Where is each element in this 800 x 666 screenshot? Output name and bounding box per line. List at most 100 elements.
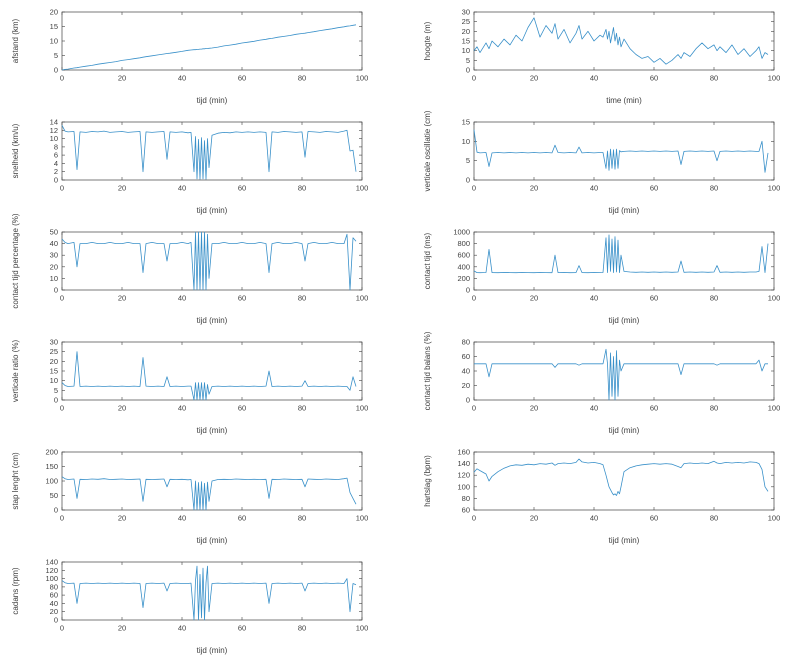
svg-text:50: 50 [50,228,58,237]
svg-text:100: 100 [768,514,781,523]
svg-text:10: 10 [50,134,58,143]
svg-text:100: 100 [356,74,369,83]
svg-text:600: 600 [457,251,470,260]
svg-text:tijd (min): tijd (min) [197,426,228,435]
svg-text:100: 100 [356,404,369,413]
svg-text:400: 400 [457,262,470,271]
svg-text:tijd (min): tijd (min) [609,316,640,325]
svg-text:10: 10 [50,37,58,46]
svg-text:8: 8 [54,142,58,151]
svg-text:14: 14 [50,118,58,127]
subplot-verticale-oscillatie: 0 20 40 60 80 100 0 5 10 15 verticale oscillatie (… [400,110,800,224]
svg-text:60: 60 [238,74,246,83]
svg-text:40: 40 [590,294,598,303]
svg-text:20: 20 [118,404,126,413]
svg-text:0: 0 [60,404,64,413]
svg-text:100: 100 [768,74,781,83]
svg-text:40: 40 [178,624,186,633]
svg-text:10: 10 [462,137,470,146]
svg-text:50: 50 [50,491,58,500]
svg-text:40: 40 [178,294,186,303]
svg-text:10: 10 [50,274,58,283]
svg-text:100: 100 [356,184,369,193]
svg-text:60: 60 [650,184,658,193]
svg-text:5: 5 [466,156,470,165]
svg-text:25: 25 [462,17,470,26]
svg-text:80: 80 [710,294,718,303]
svg-text:6: 6 [54,151,58,160]
svg-text:100: 100 [768,294,781,303]
svg-text:contact tijd (ms): contact tijd (ms) [423,232,432,289]
subplot-hoogte: 0 20 40 60 80 100 0 5 10 15 20 25 30 hoogte (m) time (… [400,4,800,114]
svg-text:100: 100 [768,184,781,193]
svg-text:tijd (min): tijd (min) [609,536,640,545]
svg-text:10: 10 [462,46,470,55]
svg-text:200: 200 [45,448,58,457]
svg-text:20: 20 [118,624,126,633]
svg-text:0: 0 [472,184,476,193]
svg-text:10: 10 [50,376,58,385]
svg-text:contact tijd percentage (%): contact tijd percentage (%) [11,213,20,308]
svg-text:20: 20 [530,514,538,523]
svg-text:140: 140 [457,459,470,468]
svg-text:15: 15 [50,367,58,376]
svg-text:0: 0 [466,286,470,295]
svg-text:60: 60 [462,352,470,361]
subplot-hartslag: 0 20 40 60 80 100 60 80 100 120 140 160 hartslag (bp… [400,444,800,554]
svg-text:1000: 1000 [453,228,470,237]
svg-text:80: 80 [462,494,470,503]
svg-text:40: 40 [178,514,186,523]
svg-text:80: 80 [710,514,718,523]
svg-text:15: 15 [50,22,58,31]
svg-text:0: 0 [54,396,58,405]
svg-text:tijd (min): tijd (min) [197,206,228,215]
svg-text:2: 2 [54,167,58,176]
svg-text:25: 25 [50,347,58,356]
svg-text:40: 40 [178,404,186,413]
svg-text:30: 30 [462,8,470,17]
svg-text:80: 80 [298,184,306,193]
svg-text:stap lenght (cm): stap lenght (cm) [11,452,20,510]
svg-text:0: 0 [54,66,58,75]
svg-text:160: 160 [457,448,470,457]
svg-text:4: 4 [54,159,58,168]
svg-text:0: 0 [472,294,476,303]
svg-text:60: 60 [462,506,470,515]
svg-text:0: 0 [466,176,470,185]
svg-text:120: 120 [457,471,470,480]
svg-text:20: 20 [462,381,470,390]
subplot-contact-tijd-percentage: 0 20 40 60 80 100 0 10 20 30 40 50 contact tijd perc… [0,213,400,334]
svg-text:100: 100 [768,404,781,413]
svg-text:0: 0 [54,506,58,515]
svg-text:0: 0 [60,184,64,193]
svg-text:60: 60 [238,184,246,193]
svg-text:tijd (min): tijd (min) [609,206,640,215]
svg-text:20: 20 [530,184,538,193]
svg-text:0: 0 [60,74,64,83]
svg-text:0: 0 [472,514,476,523]
svg-text:20: 20 [50,262,58,271]
svg-text:cadans (rpm): cadans (rpm) [11,567,20,614]
svg-text:60: 60 [650,514,658,523]
svg-text:200: 200 [457,274,470,283]
svg-text:tijd (min): tijd (min) [197,536,228,545]
svg-text:80: 80 [298,624,306,633]
empty-cell [400,554,800,664]
svg-text:20: 20 [118,294,126,303]
svg-text:0: 0 [54,176,58,185]
subplot-verticale-ratio: 0 20 40 60 80 100 0 5 10 15 20 25 30 verticale ratio … [0,334,400,444]
svg-text:20: 20 [118,514,126,523]
svg-text:5: 5 [466,56,470,65]
svg-text:80: 80 [298,514,306,523]
svg-text:verticale oscillatie (cm): verticale oscillatie (cm) [423,110,432,191]
svg-text:20: 20 [50,607,58,616]
svg-text:hoogte (m): hoogte (m) [423,21,432,60]
svg-text:20: 20 [50,8,58,17]
svg-text:40: 40 [590,404,598,413]
svg-text:40: 40 [590,514,598,523]
svg-text:80: 80 [298,294,306,303]
svg-text:60: 60 [238,514,246,523]
svg-text:12: 12 [50,126,58,135]
svg-text:tijd (min): tijd (min) [609,426,640,435]
svg-text:800: 800 [457,239,470,248]
